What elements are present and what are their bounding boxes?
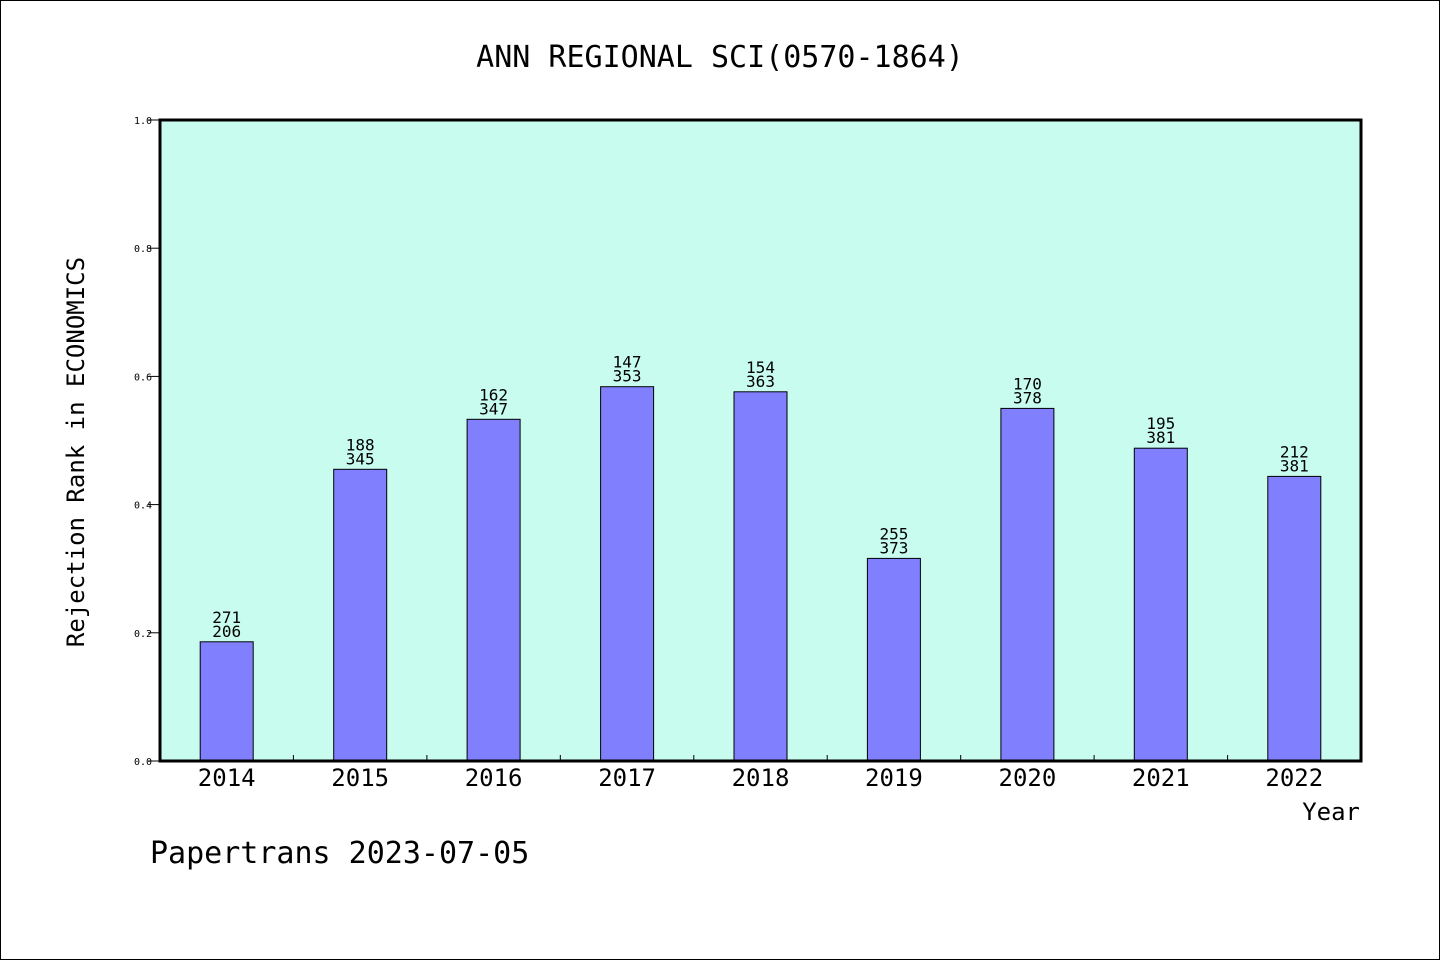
bar-total-label-2016: 347	[479, 399, 508, 418]
bar-rank-label-2022: 212	[1280, 442, 1309, 461]
bar-total-label-2022: 381	[1280, 456, 1309, 475]
x-tick-label-2022: 2022	[1265, 764, 1323, 792]
bar-total-label-2017: 353	[613, 367, 642, 386]
bar-total-label-2015: 345	[346, 449, 375, 468]
bar-2016	[466, 418, 521, 762]
bar-2015	[333, 468, 388, 762]
x-tick-label-2015: 2015	[331, 764, 389, 792]
bar-total-label-2014: 206	[212, 622, 241, 641]
bar-2022	[1267, 475, 1322, 762]
bar-2021	[1133, 447, 1188, 762]
bar-total-label-2020: 378	[1013, 388, 1042, 407]
x-tick-label-2018: 2018	[732, 764, 790, 792]
footer-text: Papertrans 2023-07-05	[150, 836, 529, 871]
bar-total-label-2018: 363	[746, 372, 775, 391]
bar-total-label-2019: 373	[879, 538, 908, 557]
y-tick-label-3: 0.6	[134, 372, 152, 383]
y-tick-label-0: 0.0	[134, 757, 152, 768]
bar-2020	[1000, 407, 1055, 762]
bar-rank-label-2014: 271	[212, 608, 241, 627]
bar-2019	[866, 557, 921, 762]
bar-rank-label-2019: 255	[879, 524, 908, 543]
bar-rank-label-2020: 170	[1013, 374, 1042, 393]
x-tick-label-2017: 2017	[598, 764, 656, 792]
x-tick-label-2014: 2014	[198, 764, 256, 792]
bar-total-label-2021: 381	[1146, 428, 1175, 447]
x-tick-label-2016: 2016	[465, 764, 523, 792]
y-tick-label-1: 0.2	[134, 629, 152, 640]
bar-2014	[199, 641, 254, 762]
bar-rank-label-2016: 162	[479, 385, 508, 404]
x-tick-label-2019: 2019	[865, 764, 923, 792]
bar-rank-label-2018: 154	[746, 358, 775, 377]
plot-border	[158, 118, 1363, 763]
y-tick-label-2: 0.4	[134, 501, 152, 512]
bar-rank-label-2017: 147	[613, 353, 642, 372]
y-tick-label-5: 1.0	[134, 116, 152, 127]
x-tick-label-2020: 2020	[999, 764, 1057, 792]
x-tick-label-2021: 2021	[1132, 764, 1190, 792]
bar-2018	[733, 391, 788, 762]
y-axis-label: Rejection Rank in ECONOMICS	[62, 257, 90, 647]
y-tick-label-4: 0.8	[134, 244, 152, 255]
chart-title: ANN REGIONAL SCI(0570-1864)	[476, 40, 964, 75]
x-axis-label: Year	[1302, 798, 1360, 826]
bar-rank-label-2021: 195	[1146, 414, 1175, 433]
bar-2017	[600, 386, 655, 762]
bar-rank-label-2015: 188	[346, 435, 375, 454]
